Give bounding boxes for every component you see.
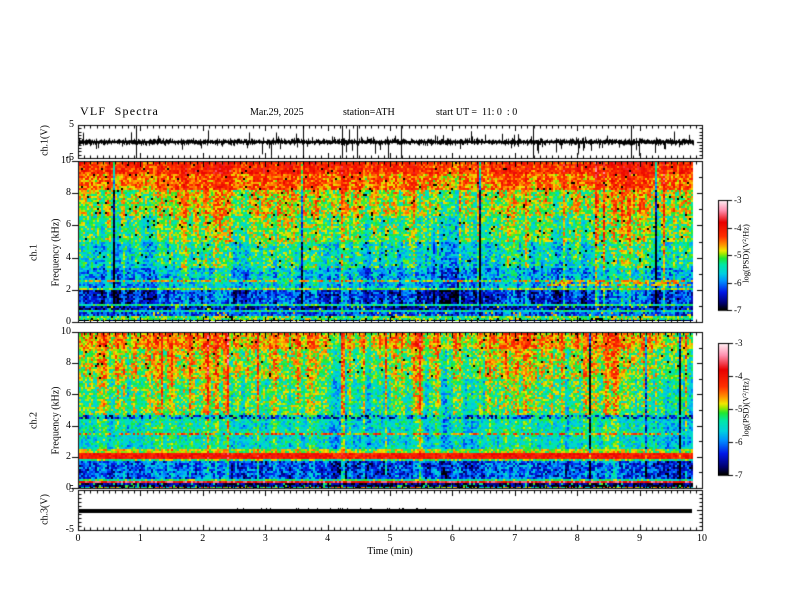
colorbar2-tick-label: -3	[735, 338, 743, 348]
x-tick-label: 10	[697, 533, 707, 544]
ch3-waveform-canvas	[79, 491, 701, 530]
ch2_spec-y-tick-label: 10	[61, 326, 71, 337]
colorbar1-tick-label: -5	[734, 250, 742, 260]
colorbar1-tick-label: -7	[734, 305, 742, 315]
ch2_spec-y-tick-label: 0	[66, 482, 71, 493]
colorbar2-tick-label: -4	[735, 371, 743, 381]
x-tick-label: 9	[637, 533, 643, 544]
x-tick-label: 8	[574, 533, 580, 544]
header-station: station=ATH	[343, 107, 395, 118]
page-title: VLF Spectra	[80, 104, 160, 118]
ch2-spectrogram-canvas	[79, 333, 701, 488]
colorbar1-tick-label: -6	[734, 277, 742, 288]
ch1_spec-y-tick-label: 10	[61, 155, 71, 166]
colorbar2-tick-label: -5	[735, 404, 743, 414]
ch1_spec-y-tick-label: 0	[66, 316, 71, 327]
colorbar2-tick-label: -7	[735, 470, 743, 480]
ch1-label-line1: ch.1	[28, 244, 40, 261]
ch1-spectrogram-canvas	[79, 162, 701, 321]
colorbar-ch2-canvas	[718, 343, 728, 475]
ch2_spec-y-tick-label: 2	[66, 450, 71, 462]
ch1-y-tick-label: 5	[69, 119, 74, 130]
ch1_spec-y-tick-label: 2	[66, 283, 71, 295]
ch1_spec-y-tick-label: 4	[66, 251, 71, 263]
ch2_spec-y-tick-label: 4	[66, 419, 71, 431]
ch1-y-tick-label: -5	[65, 152, 74, 163]
x-tick-label: 3	[262, 533, 268, 544]
colorbar1-tick-label: -3	[734, 195, 742, 205]
ch2_spec-y-tick-label: 8	[66, 357, 71, 369]
ch2-label-line1: ch.2	[28, 412, 40, 429]
x-tick-label: 5	[387, 533, 393, 544]
x-tick-label: 4	[325, 533, 331, 544]
ch1_spec-y-tick-label: 6	[66, 219, 71, 231]
colorbar-ch1-canvas	[718, 200, 727, 310]
ch3-y-tick-label: 5	[69, 484, 74, 495]
header-start-ut: start UT = 11: 0 : 0	[436, 107, 518, 118]
x-tick-label: 6	[449, 533, 455, 544]
x-tick-label: 0	[75, 533, 81, 544]
ch3-y-tick-label: -5	[65, 524, 74, 535]
colorbar2-tick-label: -6	[735, 437, 743, 447]
ch2_spec-y-tick-label: 6	[66, 388, 71, 400]
colorbar1-tick-label: -4	[734, 222, 742, 233]
ch1_spec-y-tick-label: 8	[66, 187, 71, 199]
ch1-waveform-canvas	[79, 126, 701, 158]
x-tick-label: 7	[512, 533, 518, 544]
x-tick-label: 2	[200, 533, 206, 544]
header-date: Mar.29, 2025	[250, 107, 304, 118]
time-axis-label: Time (min)	[367, 546, 413, 557]
x-tick-label: 1	[137, 533, 143, 544]
